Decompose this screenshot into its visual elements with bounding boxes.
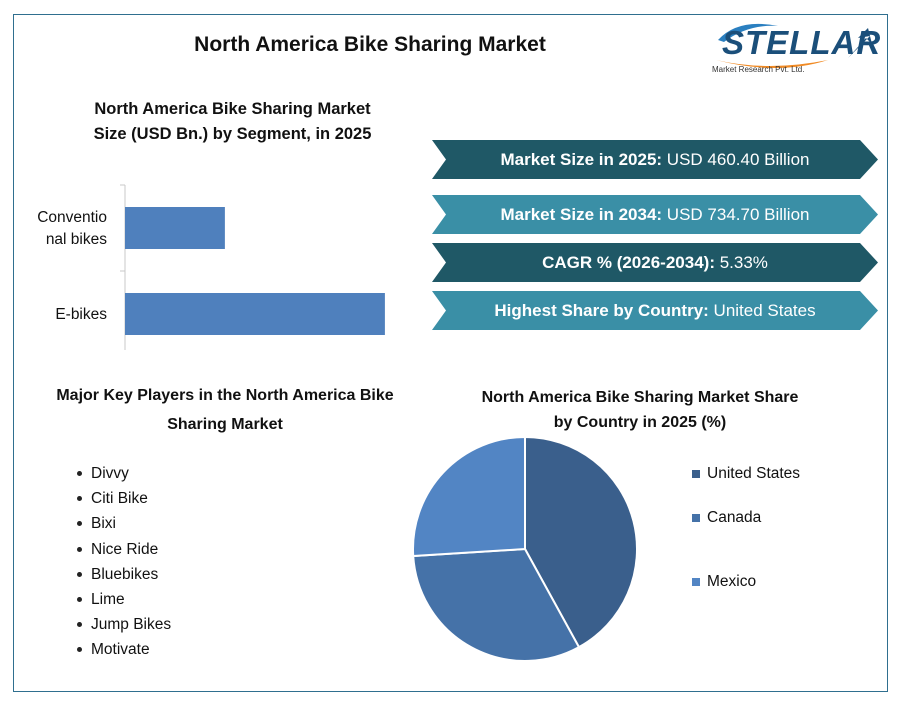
bar-conventional-bikes bbox=[125, 207, 225, 249]
bullet-icon bbox=[77, 622, 82, 628]
legend-swatch bbox=[692, 514, 700, 522]
banner-label: CAGR % (2026-2034): bbox=[542, 252, 715, 272]
pie-slice-united-states bbox=[524, 435, 638, 649]
pie-legend: United States Canada Mexico bbox=[692, 461, 800, 614]
pie-slice-mexico bbox=[412, 435, 526, 558]
player-list-item: Citi Bike bbox=[77, 486, 171, 511]
banner-arrow-shape bbox=[432, 140, 878, 179]
player-list-item: Jump Bikes bbox=[77, 612, 171, 637]
players-title-line-1: Major Key Players in the North America B… bbox=[56, 387, 394, 404]
banner-value: USD 460.40 Billion bbox=[662, 149, 810, 169]
banner-text: Highest Share by Country: United States bbox=[494, 301, 815, 321]
segment-chart-title-line-1: North America Bike Sharing Market bbox=[94, 100, 371, 118]
legend-label: Mexico bbox=[707, 573, 757, 590]
bar-category-label: Conventio nal bikes bbox=[37, 209, 107, 248]
banner-arrow-shape bbox=[432, 243, 878, 282]
logo-swoosh-icon bbox=[716, 23, 872, 68]
country-share-pie-chart bbox=[412, 435, 638, 662]
player-name: Bluebikes bbox=[91, 565, 159, 583]
banner-text: Market Size in 2034: USD 734.70 Billion bbox=[501, 205, 810, 225]
banner-value: United States bbox=[708, 300, 816, 320]
logo-wordmark: STELLAR bbox=[722, 24, 882, 61]
player-name: Nice Ride bbox=[91, 540, 159, 558]
legend-label: United States bbox=[707, 464, 801, 482]
legend-swatch bbox=[692, 578, 700, 586]
player-list-item: Bluebikes bbox=[77, 562, 171, 587]
bar-category-label: E-bikes bbox=[55, 306, 107, 323]
player-list-item: Motivate bbox=[77, 637, 171, 662]
player-name: Divvy bbox=[91, 465, 129, 482]
bullet-icon bbox=[77, 546, 82, 552]
banner-value: USD 734.70 Billion bbox=[662, 204, 810, 224]
page-title: North America Bike Sharing Market bbox=[194, 33, 546, 56]
pie-chart-title-line-1: North America Bike Sharing Market Share bbox=[481, 389, 799, 406]
legend-item: Canada bbox=[692, 486, 800, 550]
bullet-icon bbox=[77, 647, 82, 653]
metric-banner: Market Size in 2025: USD 460.40 Billion bbox=[432, 140, 878, 179]
stellar-logo: STELLAR Market Research Pvt. Ltd. bbox=[708, 20, 882, 80]
logo-subtitle: Market Research Pvt. Ltd. bbox=[712, 65, 805, 74]
bullet-icon bbox=[77, 571, 82, 577]
player-list-item: Nice Ride bbox=[77, 537, 171, 562]
bullet-icon bbox=[77, 471, 82, 477]
segment-chart-title: North America Bike Sharing Market Size (… bbox=[60, 97, 405, 147]
infographic-frame bbox=[13, 14, 888, 692]
metric-banner: CAGR % (2026-2034): 5.33% bbox=[432, 243, 878, 282]
banner-text: CAGR % (2026-2034): 5.33% bbox=[542, 253, 768, 273]
player-list-item: Bixi bbox=[77, 511, 171, 536]
banner-text: Market Size in 2025: USD 460.40 Billion bbox=[501, 150, 810, 170]
banner-value: 5.33% bbox=[714, 252, 768, 272]
segment-bar-chart: Conventio nal bikes E-bikes bbox=[37, 184, 385, 350]
player-list-item: Lime bbox=[77, 587, 171, 612]
bullet-icon bbox=[77, 496, 82, 502]
legend-item: United States bbox=[692, 461, 800, 486]
legend-swatch bbox=[692, 469, 700, 478]
player-name: Bixi bbox=[91, 515, 116, 533]
bar-e-bikes bbox=[125, 293, 385, 335]
banner-arrow-shape bbox=[432, 291, 878, 330]
legend-label: Canada bbox=[707, 509, 762, 526]
player-name: Jump Bikes bbox=[91, 616, 172, 634]
banner-label: Market Size in 2025: bbox=[500, 149, 663, 169]
players-title-line-2: Sharing Market bbox=[167, 416, 283, 433]
metric-banner: Market Size in 2034: USD 734.70 Billion bbox=[432, 195, 878, 234]
players-title: Major Key Players in the North America B… bbox=[25, 381, 425, 439]
player-name: Citi Bike bbox=[91, 490, 148, 508]
metric-banner: Highest Share by Country: United States bbox=[432, 291, 878, 330]
segment-chart-title-line-2: Size (USD Bn.) by Segment, in 2025 bbox=[93, 125, 372, 143]
banner-arrow-shape bbox=[432, 195, 878, 234]
pie-chart-title-line-2: by Country in 2025 (%) bbox=[553, 414, 727, 431]
player-name: Lime bbox=[91, 590, 125, 608]
key-players-list: Divvy Citi Bike Bixi Nice Ride Bluebikes Lime… bbox=[77, 461, 171, 663]
banner-label: Market Size in 2034: bbox=[500, 204, 663, 224]
pie-slice-canada bbox=[412, 547, 581, 662]
bullet-icon bbox=[77, 597, 82, 603]
bullet-icon bbox=[77, 521, 82, 527]
banner-label: Highest Share by Country: bbox=[494, 300, 709, 320]
legend-item: Mexico bbox=[692, 550, 800, 614]
player-name: Motivate bbox=[91, 641, 150, 659]
pie-chart-title: North America Bike Sharing Market Share … bbox=[455, 385, 825, 435]
player-list-item: Divvy bbox=[77, 461, 171, 486]
